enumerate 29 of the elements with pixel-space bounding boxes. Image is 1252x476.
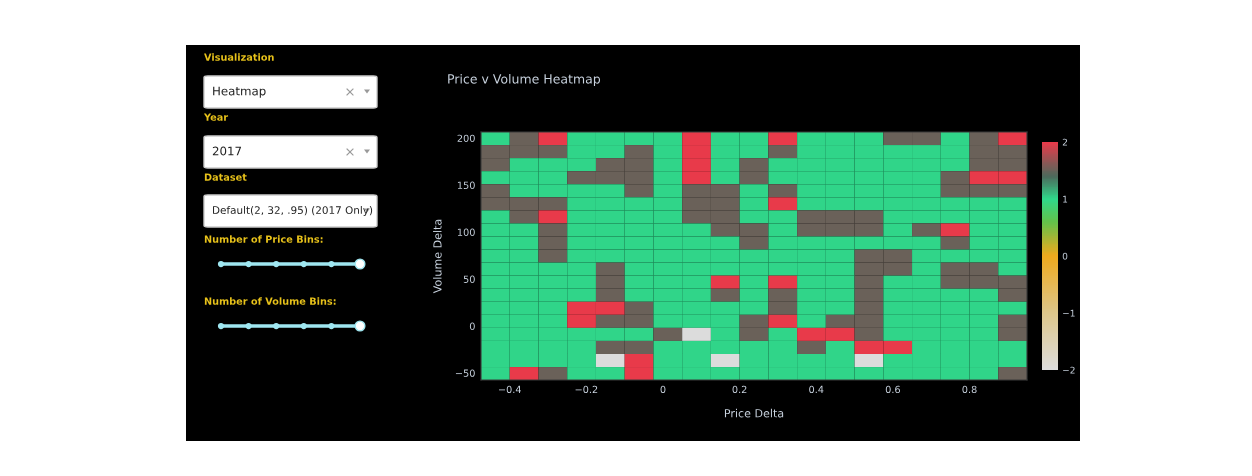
y-tick-label: 0 [469, 322, 475, 330]
x-tick-label: 0.4 [809, 385, 824, 394]
text: Visualization [204, 53, 274, 61]
x-tick-label: 0 [660, 385, 666, 394]
text: Dataset [204, 173, 247, 181]
chart-title: Price v Volume Heatmap [448, 73, 601, 87]
x-axis-title: Price Delta [724, 408, 784, 418]
color-bar-label: 0 [1062, 252, 1068, 260]
x-tick-label: −0.2 [575, 385, 598, 394]
color-bar-label: −1 [1063, 309, 1075, 317]
x-tick-label: 0.2 [732, 385, 747, 394]
text: Number of Volume Bins: [204, 297, 336, 305]
y-axis-title: Volume Delta [433, 219, 442, 294]
x-tick-label: 0.8 [962, 385, 977, 394]
x-tick-label: 0.6 [885, 385, 901, 394]
y-tick-label: 50 [463, 275, 475, 283]
text: Number of Price Bins: [204, 235, 323, 243]
color-bar-label: −2 [1063, 366, 1075, 374]
y-tick-label: 200 [457, 134, 475, 142]
y-tick-label: −50 [455, 369, 475, 377]
color-bar-label: 2 [1062, 138, 1068, 146]
y-tick-label: 150 [457, 181, 475, 189]
text: Default(2, 32, .95) (2017 Only) [213, 205, 373, 217]
text: Heatmap [213, 86, 266, 98]
color-bar-label: 1 [1063, 195, 1068, 203]
y-tick-label: 100 [457, 228, 475, 236]
x-tick-label: −0.4 [498, 385, 521, 394]
text: 2017 [212, 146, 242, 156]
text: Year [203, 113, 229, 121]
